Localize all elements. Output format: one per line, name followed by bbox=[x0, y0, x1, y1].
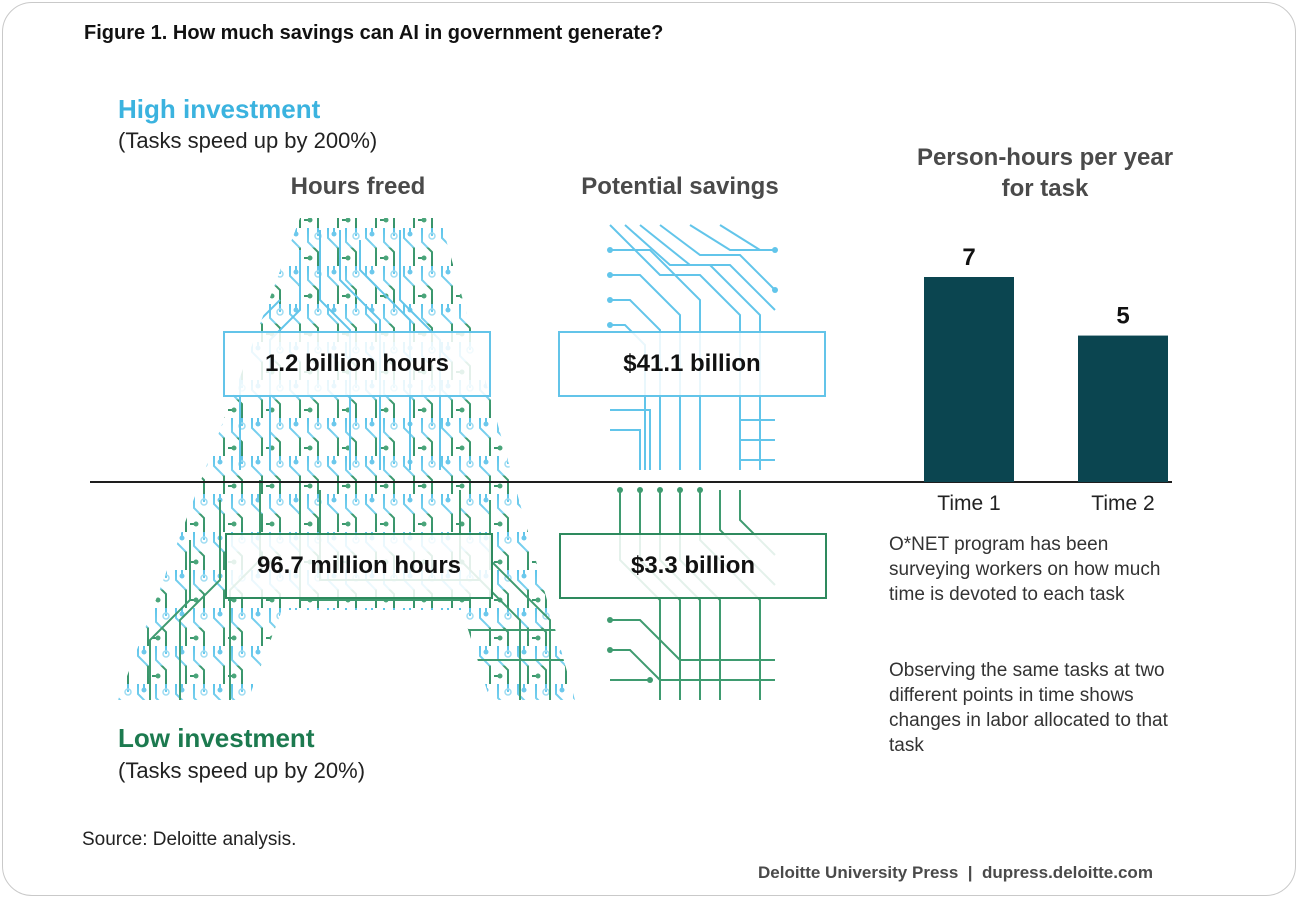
bar-time-2 bbox=[1078, 335, 1168, 482]
high-investment-title: High investment bbox=[118, 94, 321, 124]
low-investment-subtitle: (Tasks speed up by 20%) bbox=[118, 758, 366, 783]
high-investment-subtitle: (Tasks speed up by 200%) bbox=[118, 128, 378, 153]
low-savings-box: $3.3 billion bbox=[559, 533, 827, 599]
publisher-credit: Deloitte University Press | dupress.delo… bbox=[758, 863, 1153, 882]
circuit-a-shape bbox=[118, 218, 575, 700]
x-tick-time-1: Time 1 bbox=[937, 492, 1000, 515]
high-hours-value: 1.2 billion hours bbox=[264, 350, 450, 377]
bar-value-time-1: 7 bbox=[962, 244, 975, 271]
high-savings-value: $41.1 billion bbox=[623, 350, 761, 377]
divider-baseline bbox=[90, 481, 1172, 483]
source-note: Source: Deloitte analysis. bbox=[82, 829, 297, 850]
chart-title: Person-hours per year for task bbox=[916, 144, 1174, 202]
note-onet: O*NET program has been surveying workers… bbox=[889, 534, 1161, 605]
x-tick-time-2: Time 2 bbox=[1091, 492, 1154, 515]
high-savings-box: $41.1 billion bbox=[558, 331, 826, 397]
low-hours-value: 96.7 million hours bbox=[256, 552, 462, 579]
figure-title: Figure 1. How much savings can AI in gov… bbox=[84, 22, 664, 44]
potential-savings-heading: Potential savings bbox=[581, 173, 779, 200]
person-hours-chart: 7 5 Time 1 Time 2 bbox=[924, 244, 1168, 515]
low-hours-box: 96.7 million hours bbox=[225, 533, 493, 599]
bar-value-time-2: 5 bbox=[1116, 303, 1129, 330]
low-investment-title: Low investment bbox=[118, 723, 315, 753]
high-hours-box: 1.2 billion hours bbox=[223, 331, 491, 397]
note-observing: Observing the same tasks at two differen… bbox=[889, 660, 1168, 756]
circuit-strip bbox=[607, 224, 778, 700]
low-savings-value: $3.3 billion bbox=[630, 552, 756, 579]
hours-freed-heading: Hours freed bbox=[290, 173, 426, 200]
bar-time-1 bbox=[924, 277, 1014, 482]
